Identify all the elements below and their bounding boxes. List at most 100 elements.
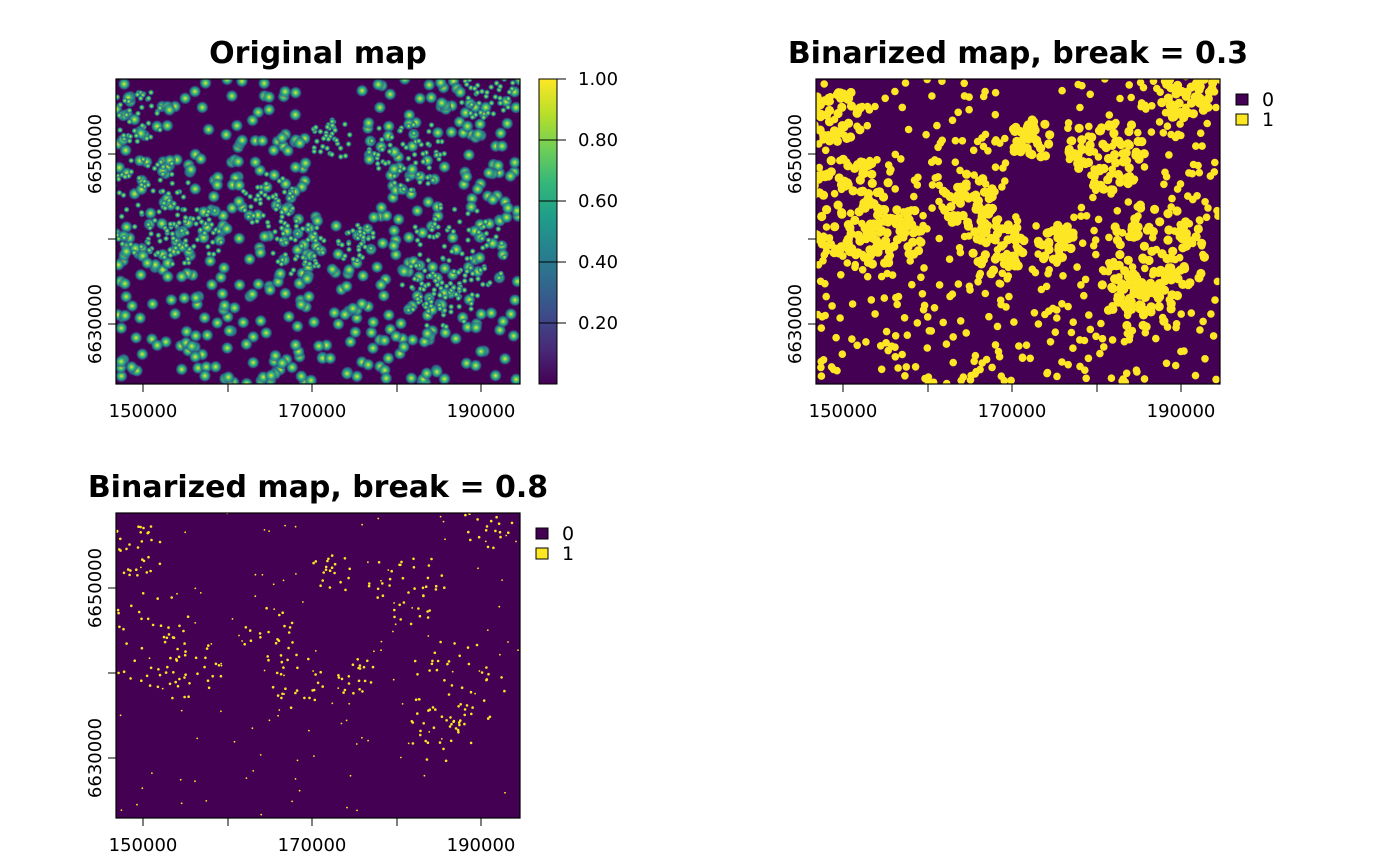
raster-cell <box>1077 281 1085 289</box>
raster-cell <box>225 89 239 103</box>
raster-cell <box>1089 178 1100 188</box>
raster-cell <box>296 759 299 762</box>
raster-cell <box>988 265 999 275</box>
raster-cell <box>362 116 376 130</box>
raster-cell <box>959 373 968 381</box>
raster-cell <box>161 270 175 284</box>
raster-cell <box>997 300 1005 309</box>
raster-cell <box>279 256 286 263</box>
raster-cell <box>816 175 819 185</box>
raster-cell <box>475 229 482 236</box>
raster-cell <box>1092 332 1100 341</box>
raster-cell <box>184 163 198 176</box>
raster-cell <box>1028 265 1037 274</box>
raster-cell <box>168 160 175 167</box>
raster-cell <box>1109 128 1119 138</box>
raster-cell <box>148 657 151 660</box>
raster-cell <box>1062 222 1072 232</box>
raster-cell <box>331 317 345 331</box>
raster-cell <box>498 530 502 534</box>
raster-cell <box>1211 296 1219 304</box>
raster-cell <box>1086 90 1094 99</box>
raster-cell <box>415 137 422 145</box>
raster-cell <box>1202 213 1211 222</box>
raster-cell <box>290 266 297 274</box>
raster-cell <box>184 179 192 186</box>
raster-cell <box>1042 282 1051 291</box>
raster-cell <box>948 116 957 125</box>
raster-cell <box>383 87 397 101</box>
raster-cell <box>295 573 297 575</box>
raster-cell <box>434 584 438 588</box>
raster-cell <box>331 127 339 134</box>
colorbar-label: 1.00 <box>578 69 618 90</box>
raster-cell <box>356 809 358 812</box>
raster-cell <box>137 525 140 528</box>
raster-cell <box>361 523 363 526</box>
raster-cell <box>169 180 176 187</box>
raster-cell <box>344 588 347 592</box>
raster-cell <box>245 287 259 301</box>
raster-cell <box>367 561 369 564</box>
raster-cell <box>148 102 155 110</box>
raster-cell <box>838 350 847 359</box>
raster-cell <box>1058 86 1066 95</box>
raster-cell <box>448 248 456 255</box>
raster-cell <box>151 772 153 774</box>
raster-cell <box>139 525 142 529</box>
raster-cell <box>161 254 168 261</box>
raster-cell <box>450 228 457 235</box>
raster-cell <box>185 339 199 353</box>
raster-cell <box>323 351 337 365</box>
raster-cell <box>204 656 207 660</box>
raster-cell <box>1191 232 1201 242</box>
raster-cell <box>1065 155 1074 164</box>
raster-cell <box>816 120 819 130</box>
raster-cell <box>1048 226 1058 236</box>
raster-cell <box>117 101 124 109</box>
raster-cell <box>1105 233 1113 242</box>
raster-cell <box>805 199 814 208</box>
raster-cell <box>451 670 454 673</box>
raster-cell <box>108 641 111 644</box>
raster-cell <box>1136 203 1146 213</box>
raster-cell <box>419 733 422 737</box>
raster-cell <box>954 108 962 117</box>
raster-cell <box>427 564 431 567</box>
raster-cell <box>267 658 270 662</box>
raster-cell <box>107 646 110 649</box>
raster-cell <box>1168 246 1178 256</box>
raster-cell <box>1191 371 1200 380</box>
raster-cell <box>289 86 303 100</box>
raster-cell <box>109 101 115 107</box>
raster-cell <box>324 123 331 131</box>
raster-cell <box>496 314 510 328</box>
raster-cell <box>156 126 164 133</box>
raster-cell <box>194 236 201 243</box>
raster-cell <box>883 178 893 188</box>
raster-cell <box>361 690 364 693</box>
raster-cell <box>360 234 367 241</box>
raster-cell <box>289 706 293 709</box>
raster-cell <box>269 250 277 257</box>
raster-cell <box>439 640 442 644</box>
raster-cell <box>976 269 985 278</box>
raster-cell <box>469 321 483 335</box>
raster-cell <box>416 673 419 676</box>
raster-cell <box>192 220 200 227</box>
raster-cell <box>307 315 321 329</box>
raster-cell <box>1174 130 1182 139</box>
raster-cell <box>294 230 301 237</box>
raster-cell <box>447 308 455 316</box>
raster-cell <box>486 629 489 631</box>
raster-cell <box>998 252 1008 262</box>
raster-cell <box>134 201 142 209</box>
raster-cell <box>264 219 271 226</box>
raster-cell <box>489 519 493 523</box>
raster-cell <box>933 121 941 130</box>
raster-cell <box>295 689 299 692</box>
panel-original: Original map 150000 170000 190000 665000… <box>85 36 618 422</box>
raster-cell <box>821 146 830 155</box>
raster-cells <box>107 513 519 816</box>
raster-cell <box>1137 99 1146 107</box>
